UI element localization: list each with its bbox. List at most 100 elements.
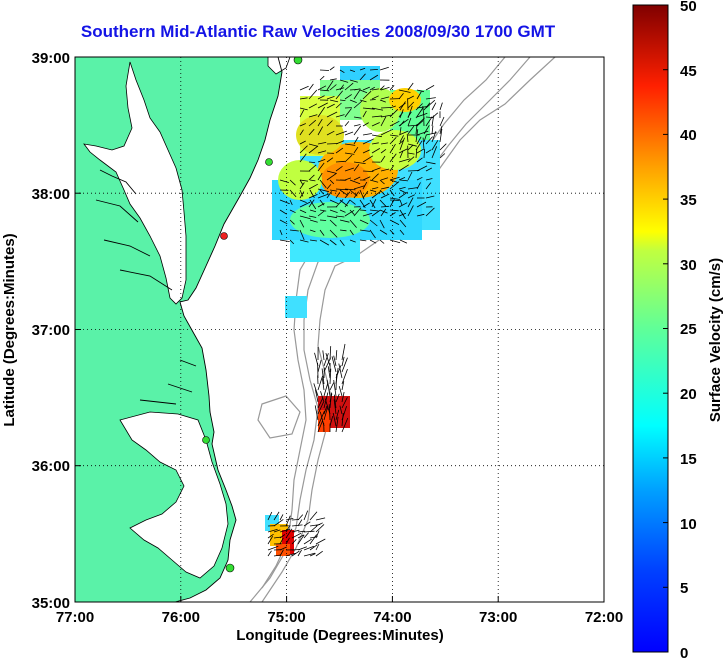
velocity-arrow xyxy=(359,219,369,225)
velocity-arrow xyxy=(341,392,345,403)
velocity-arrow xyxy=(315,389,319,403)
velocity-arrow xyxy=(299,182,305,190)
velocity-arrow xyxy=(309,229,316,233)
velocity-arrow xyxy=(339,189,349,196)
velocity-arrow xyxy=(362,181,368,190)
bathymetry-contours xyxy=(249,57,556,602)
velocity-arrow xyxy=(398,191,408,199)
velocity-arrow xyxy=(369,86,376,91)
velocity-arrow xyxy=(309,534,318,545)
velocity-arrow xyxy=(380,177,389,181)
velocity-arrow xyxy=(329,392,332,409)
velocity-arrow xyxy=(297,519,303,527)
velocity-arrow xyxy=(326,172,337,181)
velocity-arrow xyxy=(398,89,411,93)
velocity-arrow xyxy=(289,189,297,198)
velocity-arrow xyxy=(308,161,316,163)
velocity-arrow xyxy=(299,209,307,214)
velocity-arrow xyxy=(379,85,385,91)
velocity-arrow xyxy=(335,147,344,154)
velocity-arrow xyxy=(308,183,318,190)
velocity-arrow xyxy=(273,536,282,539)
velocity-arrow xyxy=(362,107,375,110)
velocity-arrow xyxy=(371,122,380,127)
velocity-arrow xyxy=(416,112,428,118)
velocity-arrow xyxy=(309,553,316,557)
velocity-arrow xyxy=(371,88,379,91)
velocity-arrow xyxy=(407,125,415,135)
velocity-arrow xyxy=(339,209,346,213)
velocity-arrow xyxy=(379,219,385,229)
velocity-arrow xyxy=(317,106,326,118)
velocity-arrow xyxy=(362,149,370,154)
velocity-arrow xyxy=(335,215,345,218)
colorbar-tick-label: 35 xyxy=(680,192,697,209)
velocity-arrow xyxy=(291,539,297,545)
velocity-arrow xyxy=(344,94,352,100)
velocity-arrow xyxy=(315,522,323,527)
velocity-arrow xyxy=(339,239,345,247)
velocity-arrow xyxy=(329,368,332,385)
velocity-arrow xyxy=(399,179,409,182)
velocity-arrow xyxy=(329,229,338,238)
velocity-arrow xyxy=(422,105,425,119)
velocity-arrow xyxy=(344,167,355,172)
velocity-arrow xyxy=(335,409,340,421)
velocity-arrow xyxy=(407,101,415,109)
velocity-arrow xyxy=(425,85,435,91)
velocity-arrow xyxy=(308,103,318,109)
velocity-arrow xyxy=(339,79,349,83)
velocity-arrow xyxy=(315,524,325,533)
velocity-arrow xyxy=(317,126,324,136)
velocity-arrow xyxy=(389,199,400,201)
velocity-arrow xyxy=(398,164,409,172)
velocity-arrow xyxy=(359,99,367,103)
velocity-arrow xyxy=(362,212,373,217)
velocity-arrow xyxy=(353,161,366,164)
velocity-arrow xyxy=(319,219,327,221)
velocity-arrow xyxy=(369,99,376,101)
velocity-arrow xyxy=(344,143,356,146)
velocity-arrow xyxy=(319,229,325,236)
velocity-arrow xyxy=(407,171,413,181)
velocity-arrow xyxy=(380,208,387,217)
velocity-arrow xyxy=(299,201,311,208)
velocity-arrow xyxy=(407,152,415,155)
velocity-arrow xyxy=(328,404,331,421)
velocity-arrow xyxy=(308,215,317,218)
velocity-arrow xyxy=(380,155,386,163)
velocity-arrow xyxy=(297,534,305,545)
velocity-arrow xyxy=(359,199,366,209)
velocity-arrow xyxy=(273,511,280,521)
velocity-arrow xyxy=(349,209,355,215)
velocity-arrow xyxy=(267,550,272,557)
velocity-arrow xyxy=(399,120,405,127)
velocity-arrow xyxy=(320,391,325,403)
velocity-arrow xyxy=(407,156,415,163)
station-marker xyxy=(202,436,210,444)
velocity-arrow xyxy=(399,109,404,119)
velocity-arrow xyxy=(425,161,436,165)
velocity-arrow xyxy=(431,131,437,143)
velocity-arrow xyxy=(380,186,390,190)
velocity-arrow xyxy=(416,182,421,190)
velocity-arrow xyxy=(425,97,436,100)
velocity-arrow xyxy=(399,137,405,151)
velocity-arrow xyxy=(308,199,315,208)
delaware-bay xyxy=(267,57,291,75)
velocity-arrow xyxy=(335,188,348,191)
velocity-arrow xyxy=(349,69,356,72)
velocity-arrow xyxy=(319,75,325,81)
velocity-arrow xyxy=(344,121,350,127)
y-tick-label: 37:00 xyxy=(32,322,70,339)
velocity-arrow xyxy=(416,130,429,136)
velocity-arrow xyxy=(349,189,358,197)
velocity-arrow xyxy=(398,92,404,100)
velocity-arrow xyxy=(371,95,379,100)
velocity-arrow xyxy=(341,343,346,361)
velocity-arrow xyxy=(273,554,281,557)
velocity-arrow xyxy=(299,153,307,163)
colorbar-tick-label: 5 xyxy=(680,580,688,597)
velocity-arrow xyxy=(380,205,389,208)
velocity-arrow xyxy=(308,119,317,127)
